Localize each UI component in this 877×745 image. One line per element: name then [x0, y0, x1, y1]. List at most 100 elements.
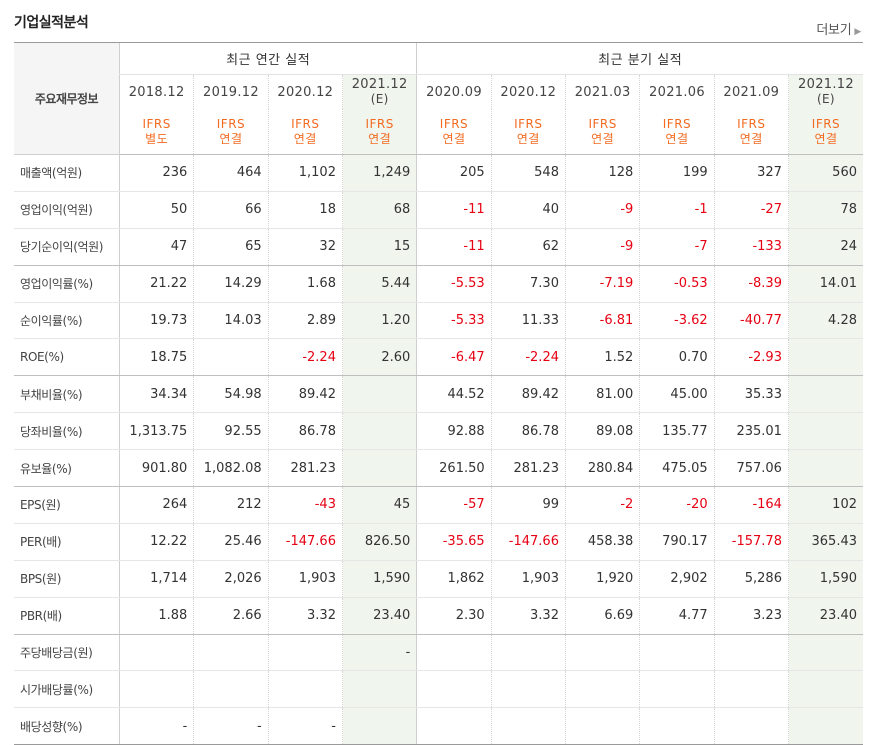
value-cell: 24: [787, 228, 863, 266]
period-label: 2021.12: [798, 77, 854, 92]
value-cell: 15: [341, 228, 417, 266]
row-label: 매출액(억원): [14, 154, 120, 192]
value-cell: 47: [118, 228, 194, 266]
value-cell: 261.50: [416, 449, 492, 488]
value-cell: 1.68: [267, 265, 343, 303]
value-cell: 5.44: [341, 265, 417, 303]
basis-scope: 연결: [516, 131, 540, 146]
value-cell: -11: [416, 228, 492, 266]
value-cell: -5.33: [416, 302, 492, 340]
value-cell: -5.53: [416, 265, 492, 303]
value-cell: 40: [490, 191, 566, 229]
row-label: ROE(%): [14, 338, 120, 377]
table-row: 매출액(억원) 236 464 1,102 1,249 205 548 128 199 327 56…: [14, 154, 863, 192]
accounting-basis: IFRS 연결: [639, 109, 715, 155]
basis-standard: IFRS: [588, 116, 617, 131]
table-row: 당기순이익(억원) 47 65 32 15 -11 62 -9 -7 -133 24: [14, 228, 863, 266]
value-cell: 1.88: [118, 597, 194, 635]
value-cell: [787, 375, 863, 414]
period-label: 2021.12: [351, 77, 408, 92]
value-cell: [416, 707, 492, 745]
basis-standard: IFRS: [662, 116, 692, 131]
row-label: 영업이익률(%): [14, 265, 120, 303]
row-label: 당기순이익(억원): [14, 228, 120, 266]
value-cell: 2,902: [639, 560, 715, 598]
basis-scope: 연결: [814, 131, 838, 146]
table-row: PBR(배) 1.88 2.66 3.32 23.40 2.30 3.32 6.69 4.77 3…: [14, 597, 863, 635]
section-title: 기업실적분석: [14, 15, 89, 31]
value-cell: 18: [267, 191, 343, 229]
basis-scope: 연결: [665, 131, 689, 146]
value-cell: 68: [341, 191, 417, 229]
value-cell: -2.93: [713, 338, 789, 377]
value-cell: [564, 634, 640, 672]
annual-group-header: 최근 연간 실적: [118, 42, 417, 75]
value-cell: 11.33: [490, 302, 566, 340]
row-label: 부채비율(%): [14, 375, 120, 414]
row-label: EPS(원): [14, 486, 120, 524]
value-cell: [713, 634, 789, 672]
row-label: 유보율(%): [14, 449, 120, 488]
basis-standard: IFRS: [514, 116, 543, 131]
value-cell: 50: [118, 191, 194, 229]
value-cell: 1,590: [787, 560, 863, 598]
value-cell: 901.80: [118, 449, 194, 488]
value-cell: 1,714: [118, 560, 194, 598]
value-cell: 475.05: [639, 449, 715, 488]
basis-standard: IFRS: [291, 116, 320, 131]
row-label: 영업이익(억원): [14, 191, 120, 229]
value-cell: [341, 670, 417, 709]
value-cell: 1,249: [341, 154, 417, 192]
basis-scope: 연결: [219, 131, 243, 146]
value-cell: 92.55: [193, 412, 269, 451]
value-cell: 81.00: [564, 375, 640, 414]
row-label: BPS(원): [14, 560, 120, 598]
table-row: 부채비율(%) 34.34 54.98 89.42 44.52 89.42 81.00 45.…: [14, 375, 863, 414]
value-cell: -8.39: [713, 265, 789, 303]
value-cell: -147.66: [267, 523, 343, 561]
value-cell: [267, 634, 343, 672]
value-cell: [787, 412, 863, 451]
value-cell: [341, 449, 417, 488]
accounting-basis: IFRS 연결: [341, 109, 417, 155]
value-cell: -6.81: [564, 302, 640, 340]
value-cell: 3.23: [713, 597, 789, 635]
value-cell: 826.50: [341, 523, 417, 561]
period-header: 2021.06: [639, 74, 715, 109]
basis-standard: IFRS: [142, 116, 171, 131]
value-cell: 236: [118, 154, 194, 192]
value-cell: -: [193, 707, 269, 745]
row-label: 시가배당률(%): [14, 670, 120, 709]
value-cell: 2.30: [416, 597, 492, 635]
row-label: PBR(배): [14, 597, 120, 635]
value-cell: -43: [267, 486, 343, 524]
period-label: 2021.03: [574, 84, 631, 100]
value-cell: [787, 634, 863, 672]
value-cell: 1,082.08: [193, 449, 269, 488]
period-header: 2021.03: [564, 74, 640, 109]
value-cell: 1,903: [490, 560, 566, 598]
value-cell: 205: [416, 154, 492, 192]
value-cell: 86.78: [267, 412, 343, 451]
row-label: 배당성향(%): [14, 707, 120, 745]
value-cell: 790.17: [639, 523, 715, 561]
value-cell: 2,026: [193, 560, 269, 598]
value-cell: 235.01: [713, 412, 789, 451]
table-row: 당좌비율(%) 1,313.75 92.55 86.78 92.88 86.78 89.08…: [14, 412, 863, 451]
accounting-basis: IFRS 별도: [118, 109, 194, 155]
value-cell: 212: [193, 486, 269, 524]
period-header: 2021.12 (E): [787, 74, 863, 109]
table-row: 유보율(%) 901.80 1,082.08 281.23 261.50 281.23 28…: [14, 449, 863, 488]
estimate-marker: (E): [370, 92, 389, 106]
table-row: 배당성향(%) - - -: [14, 707, 863, 745]
value-cell: 89.42: [267, 375, 343, 414]
value-cell: -: [341, 634, 417, 672]
value-cell: -35.65: [416, 523, 492, 561]
value-cell: 548: [490, 154, 566, 192]
chevron-right-icon: ▶: [854, 27, 861, 37]
value-cell: -7.19: [564, 265, 640, 303]
more-link[interactable]: 더보기 ▶: [816, 19, 861, 38]
value-cell: [193, 670, 269, 709]
basis-scope: 연결: [442, 131, 466, 146]
value-cell: 7.30: [490, 265, 566, 303]
